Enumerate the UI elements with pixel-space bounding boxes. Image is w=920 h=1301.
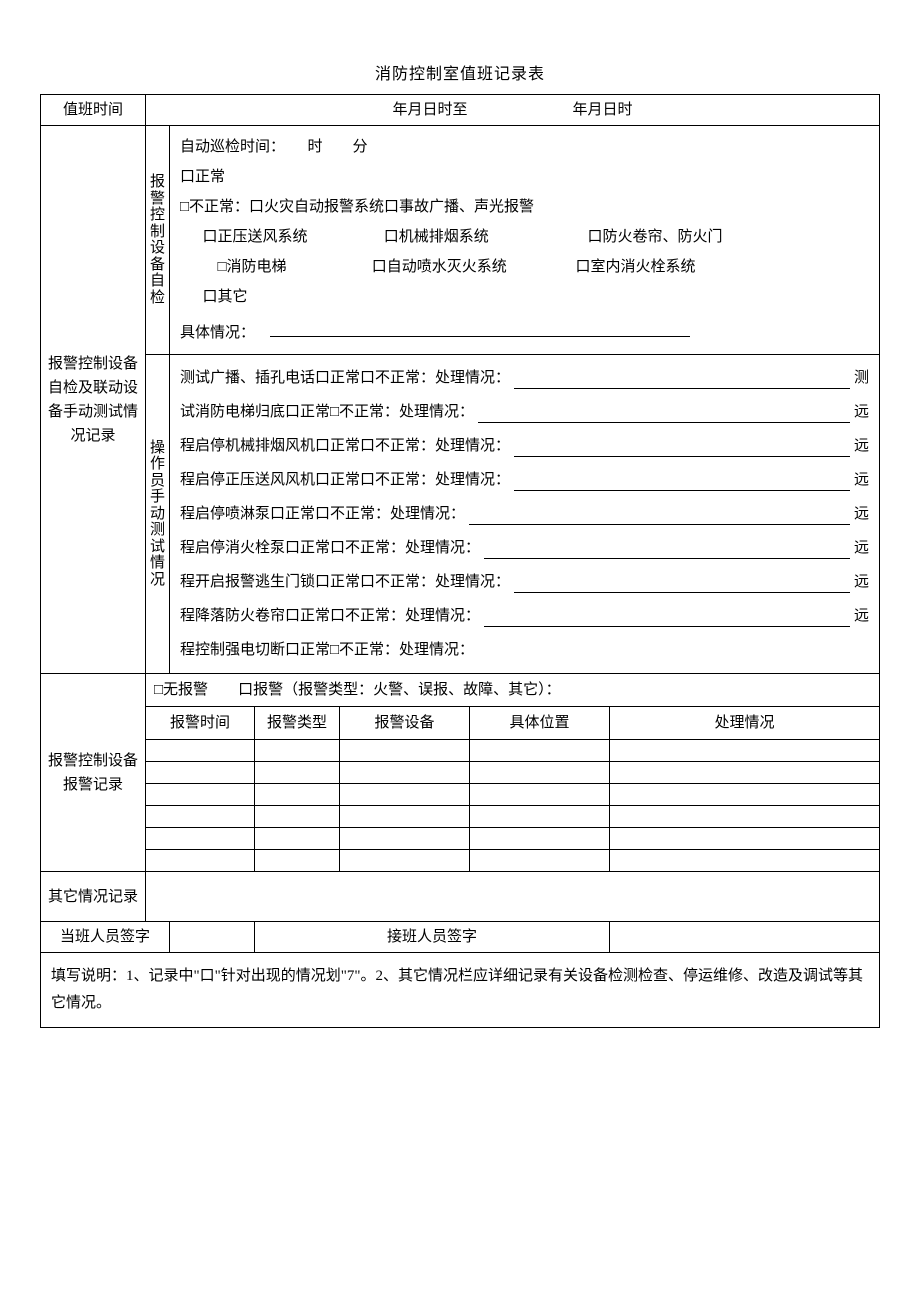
test-8: 程降落防火卷帘口正常口不正常：处理情况： bbox=[180, 601, 480, 631]
alarm-opt-none: □无报警 bbox=[154, 682, 208, 698]
table-row bbox=[41, 828, 880, 850]
other-record-cell bbox=[146, 872, 880, 922]
selfcheck-content: 自动巡检时间： 时 分 口正常 □不正常：口火灾自动报警系统口事故广播、声光报警… bbox=[170, 126, 880, 355]
col-alarm-type: 报警类型 bbox=[255, 707, 340, 740]
hour-label: 时 bbox=[308, 139, 323, 155]
test-6-tail: 远 bbox=[854, 533, 869, 563]
test-1: 测试广播、插孔电话口正常口不正常：处理情况： bbox=[180, 363, 510, 393]
duty-time-value: 年月日时至 年月日时 bbox=[146, 95, 880, 126]
col-alarm-device: 报警设备 bbox=[340, 707, 470, 740]
sys-pressure: 口正压送风系统 bbox=[180, 222, 380, 252]
table-row bbox=[41, 806, 880, 828]
autocheck-time-label: 自动巡检时间： bbox=[180, 139, 285, 155]
test-4: 程启停正压送风风机口正常口不正常：处理情况： bbox=[180, 465, 510, 495]
col-alarm-action: 处理情况 bbox=[610, 707, 880, 740]
sys-other: 口其它 bbox=[180, 282, 248, 312]
test-6: 程启停消火栓泵口正常口不正常：处理情况： bbox=[180, 533, 480, 563]
test-5-tail: 远 bbox=[854, 499, 869, 529]
test-7-tail: 远 bbox=[854, 567, 869, 597]
test-1-tail: 测 bbox=[854, 363, 869, 393]
alarm-opt-has: 口报警（报警类型：火警、误报、故障、其它）： bbox=[238, 682, 561, 698]
duty-time-label: 值班时间 bbox=[41, 95, 146, 126]
minute-label: 分 bbox=[353, 139, 368, 155]
relief-sign-cell bbox=[610, 922, 880, 953]
check-abnormal: □不正常：口火灾自动报警系统口事故广播、声光报警 bbox=[180, 192, 869, 222]
other-record-label: 其它情况记录 bbox=[41, 872, 146, 922]
page-title: 消防控制室值班记录表 bbox=[40, 60, 880, 84]
detail-line bbox=[270, 322, 690, 337]
alarm-log-label: 报警控制设备报警记录 bbox=[41, 674, 146, 872]
sys-sprinkler: 口自动喷水灭火系统 bbox=[372, 252, 572, 282]
check-normal: 口正常 bbox=[180, 162, 869, 192]
manual-content: 测试广播、插孔电话口正常口不正常：处理情况： 测 试消防电梯归底口正常□不正常：处… bbox=[170, 355, 880, 674]
fill-note: 填写说明：1、记录中"口"针对出现的情况划"7"。2、其它情况栏应详细记录有关设… bbox=[41, 953, 880, 1028]
table-row bbox=[41, 784, 880, 806]
table-row bbox=[41, 762, 880, 784]
duty-sign-cell bbox=[170, 922, 255, 953]
test-4-tail: 远 bbox=[854, 465, 869, 495]
col-alarm-time: 报警时间 bbox=[146, 707, 255, 740]
test-2: 试消防电梯归底口正常□不正常：处理情况： bbox=[180, 397, 474, 427]
sys-hydrant: 口室内消火栓系统 bbox=[576, 259, 696, 275]
sys-exhaust: 口机械排烟系统 bbox=[384, 222, 584, 252]
selfcheck-label: 报警控制设备自检 bbox=[146, 126, 170, 355]
sys-firedoor: 口防火卷帘、防火门 bbox=[588, 229, 723, 245]
table-row bbox=[41, 850, 880, 872]
table-row bbox=[41, 740, 880, 762]
test-9: 程控制强电切断口正常□不正常：处理情况： bbox=[180, 635, 474, 665]
detail-label: 具体情况： bbox=[180, 325, 255, 341]
manual-label: 操作员手动测试情况 bbox=[146, 355, 170, 674]
duty-sign-label: 当班人员签字 bbox=[41, 922, 170, 953]
relief-sign-label: 接班人员签字 bbox=[255, 922, 610, 953]
test-3-tail: 远 bbox=[854, 431, 869, 461]
test-7: 程开启报警逃生门锁口正常口不正常：处理情况： bbox=[180, 567, 510, 597]
col-alarm-location: 具体位置 bbox=[470, 707, 610, 740]
duty-record-table: 值班时间 年月日时至 年月日时 报警控制设备自检及联动设备手动测试情况记录 报警… bbox=[40, 94, 880, 1028]
test-8-tail: 远 bbox=[854, 601, 869, 631]
test-2-tail: 远 bbox=[854, 397, 869, 427]
sys-elevator: □消防电梯 bbox=[180, 252, 368, 282]
alarm-options: □无报警 口报警（报警类型：火警、误报、故障、其它）： bbox=[146, 674, 880, 707]
test-3: 程启停机械排烟风机口正常口不正常：处理情况： bbox=[180, 431, 510, 461]
test-5: 程启停喷淋泵口正常口不正常：处理情况： bbox=[180, 499, 465, 529]
alarm-record-label: 报警控制设备自检及联动设备手动测试情况记录 bbox=[41, 126, 146, 674]
